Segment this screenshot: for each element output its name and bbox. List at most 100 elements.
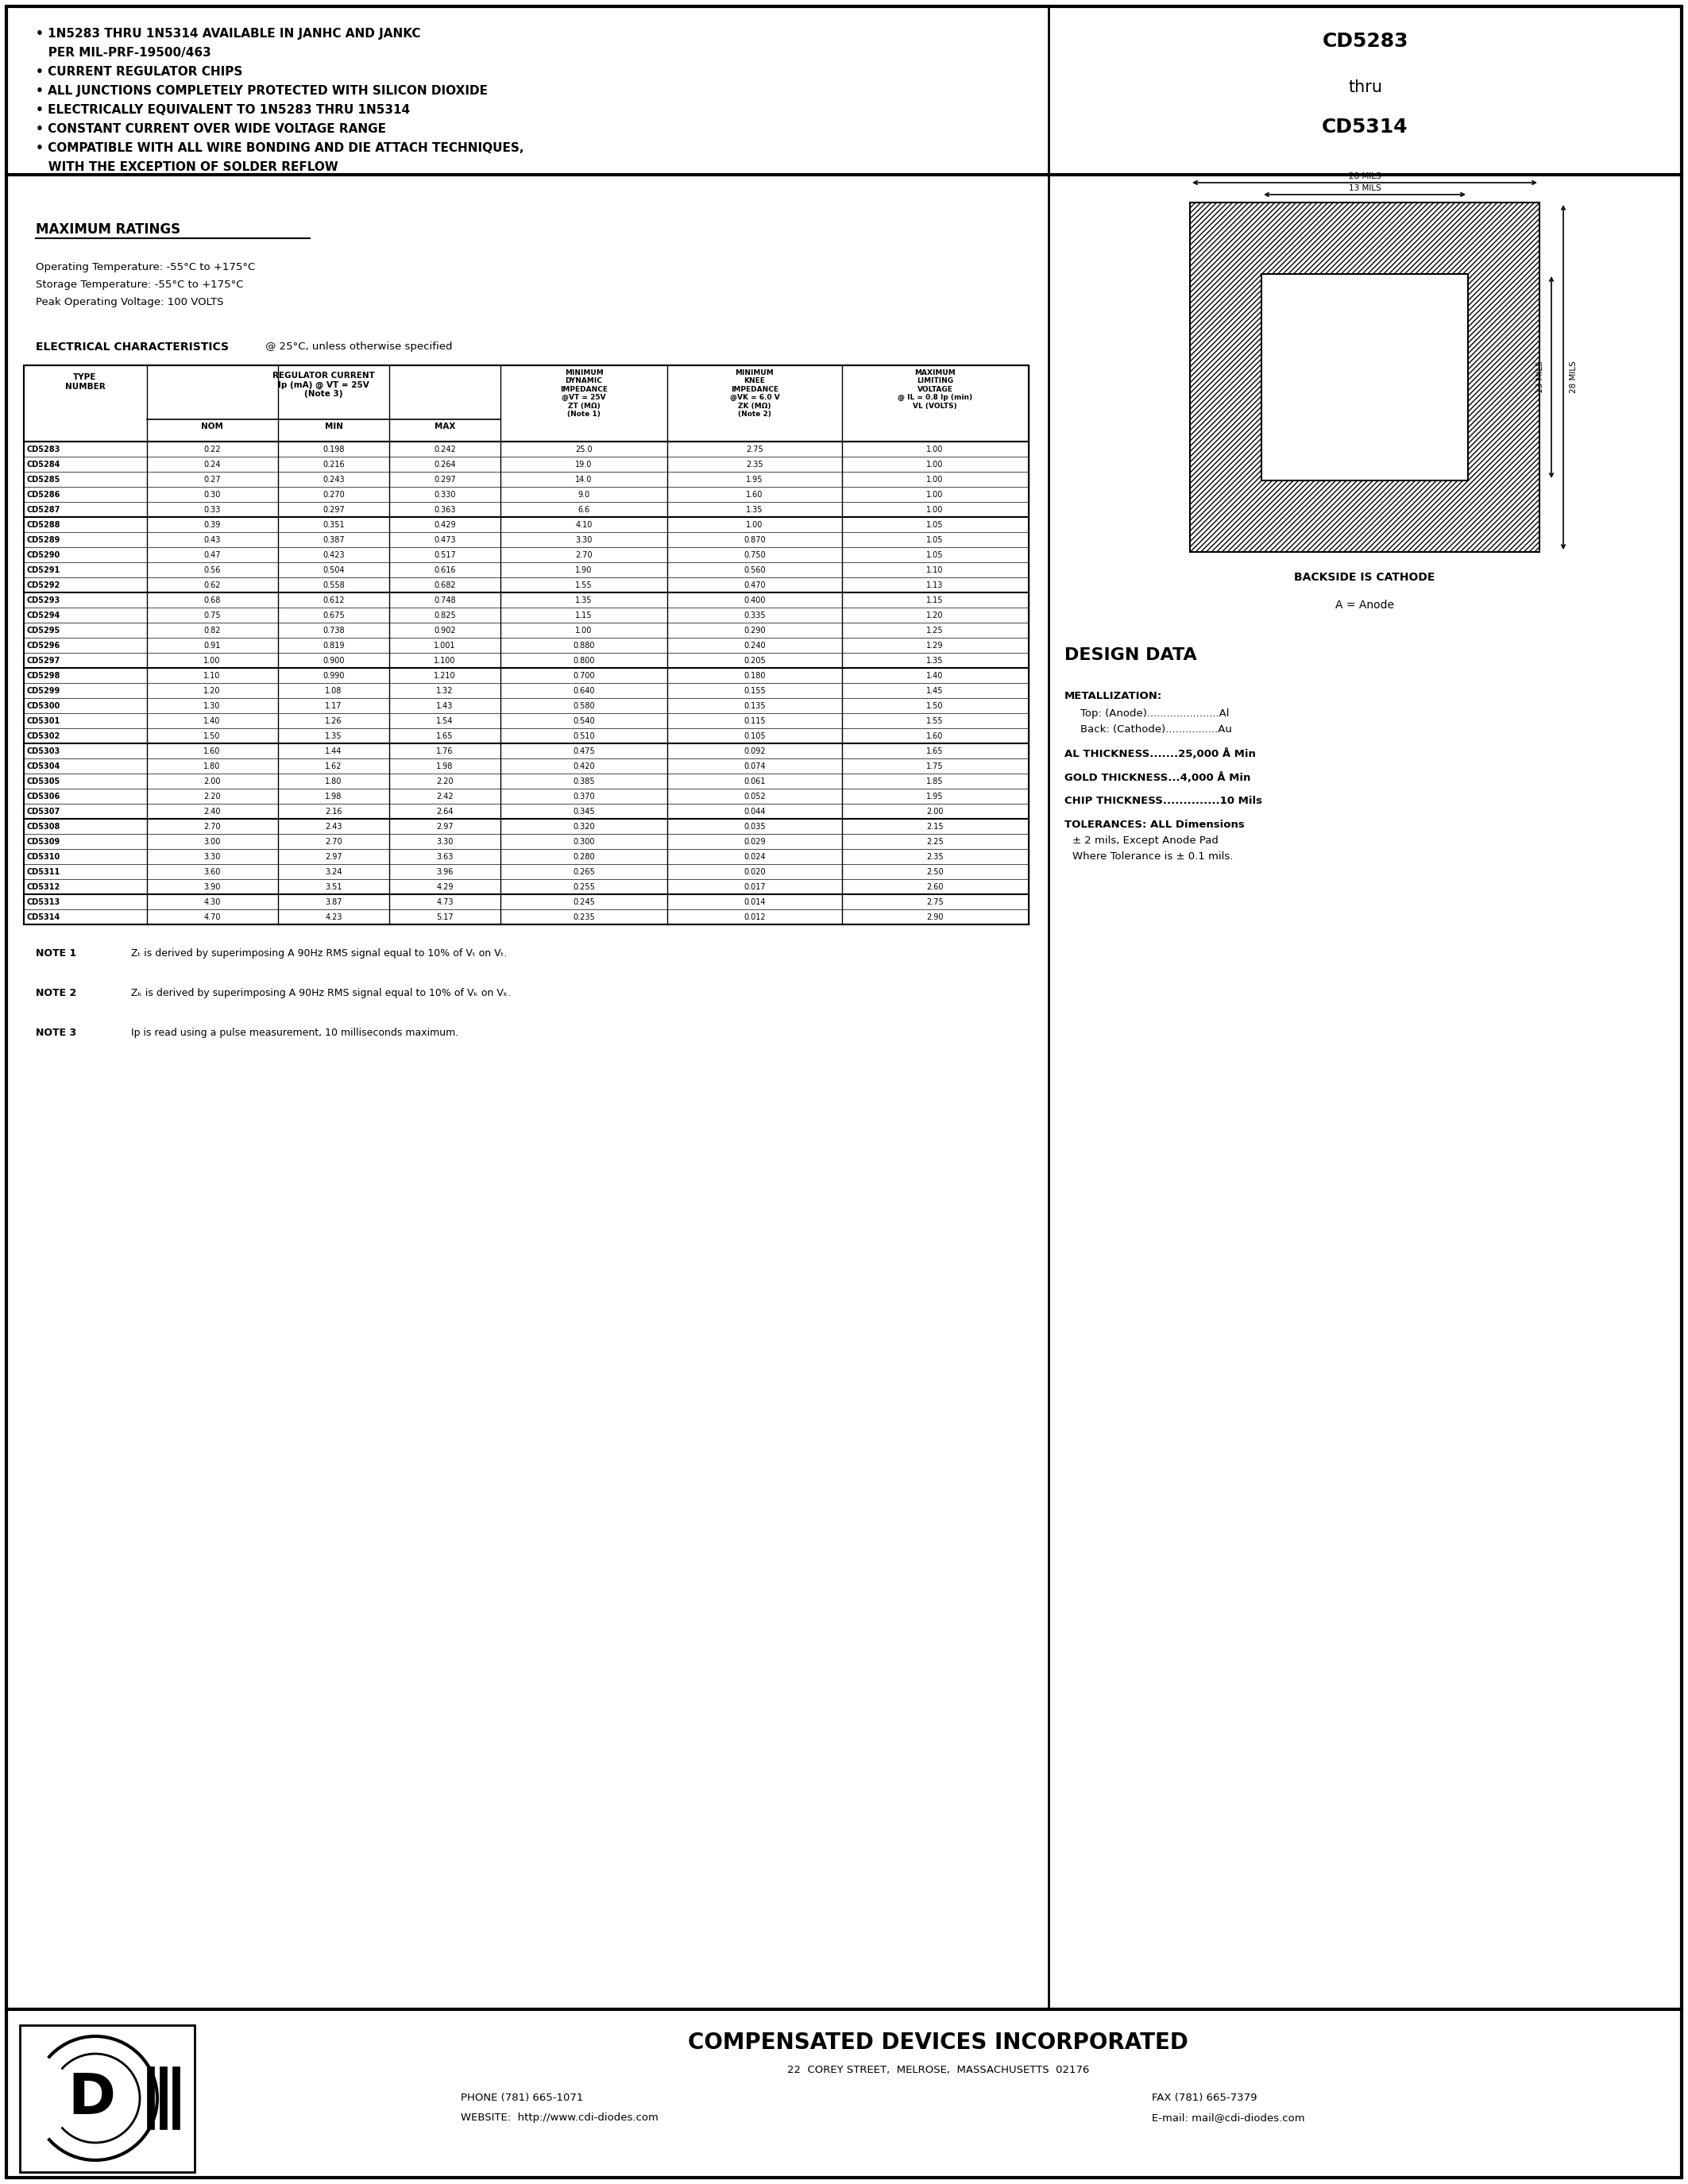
Text: 0.580: 0.580 [572, 701, 594, 710]
Text: 1.62: 1.62 [326, 762, 343, 771]
Text: 1.75: 1.75 [927, 762, 944, 771]
Text: 1.00: 1.00 [204, 657, 221, 664]
Text: 1.26: 1.26 [326, 716, 343, 725]
Text: 0.155: 0.155 [744, 686, 766, 695]
Text: 1.76: 1.76 [436, 747, 454, 756]
Text: CD5301: CD5301 [27, 716, 61, 725]
Text: Back: (Cathode)................Au: Back: (Cathode)................Au [1080, 725, 1232, 734]
Text: CD5283: CD5283 [27, 446, 61, 452]
Text: PHONE (781) 665-1071: PHONE (781) 665-1071 [461, 2092, 584, 2103]
Text: 0.819: 0.819 [322, 642, 344, 649]
Text: CD5296: CD5296 [27, 642, 61, 649]
Text: 4.73: 4.73 [436, 898, 454, 906]
Text: Zₖ is derived by superimposing A 90Hz RMS signal equal to 10% of Vₖ on Vₖ.: Zₖ is derived by superimposing A 90Hz RM… [132, 987, 511, 998]
Text: 1.35: 1.35 [326, 732, 343, 740]
Text: MIN: MIN [324, 422, 343, 430]
Text: 0.280: 0.280 [572, 852, 594, 860]
Text: 2.42: 2.42 [436, 793, 454, 799]
Text: 3.24: 3.24 [326, 867, 343, 876]
Text: 0.400: 0.400 [744, 596, 766, 605]
Text: • ELECTRICALLY EQUIVALENT TO 1N5283 THRU 1N5314: • ELECTRICALLY EQUIVALENT TO 1N5283 THRU… [35, 105, 410, 116]
Text: 2.00: 2.00 [204, 778, 221, 784]
Text: 0.560: 0.560 [744, 566, 766, 574]
Text: 4.29: 4.29 [436, 882, 454, 891]
Text: 3.30: 3.30 [436, 836, 454, 845]
Text: 1.08: 1.08 [326, 686, 343, 695]
Text: CD5308: CD5308 [27, 823, 61, 830]
Text: 2.43: 2.43 [326, 823, 343, 830]
Text: 0.82: 0.82 [204, 627, 221, 633]
Text: 0.68: 0.68 [204, 596, 221, 605]
Text: 3.51: 3.51 [326, 882, 343, 891]
Text: 2.75: 2.75 [746, 446, 763, 452]
Text: 0.198: 0.198 [322, 446, 344, 452]
Text: 0.265: 0.265 [572, 867, 594, 876]
Text: 0.420: 0.420 [572, 762, 594, 771]
Text: • 1N5283 THRU 1N5314 AVAILABLE IN JANHC AND JANKC: • 1N5283 THRU 1N5314 AVAILABLE IN JANHC … [35, 28, 420, 39]
Text: 0.216: 0.216 [322, 461, 344, 467]
Text: 0.22: 0.22 [204, 446, 221, 452]
Text: 2.15: 2.15 [927, 823, 944, 830]
Text: 1.60: 1.60 [927, 732, 944, 740]
Text: 28 MILS: 28 MILS [1570, 360, 1578, 393]
Text: 1.60: 1.60 [204, 747, 221, 756]
Text: 0.035: 0.035 [744, 823, 766, 830]
Text: 0.39: 0.39 [204, 520, 221, 529]
Text: 13 MILS: 13 MILS [1349, 183, 1381, 192]
Text: CD5302: CD5302 [27, 732, 61, 740]
Bar [1261, 273, 1469, 480]
Text: 0.092: 0.092 [744, 747, 766, 756]
Text: 1.65: 1.65 [927, 747, 944, 756]
Text: 0.105: 0.105 [744, 732, 766, 740]
Text: WITH THE EXCEPTION OF SOLDER REFLOW: WITH THE EXCEPTION OF SOLDER REFLOW [35, 162, 338, 173]
Text: E-mail: mail@cdi-diodes.com: E-mail: mail@cdi-diodes.com [1151, 2112, 1305, 2123]
Text: 0.475: 0.475 [572, 747, 594, 756]
Text: 2.60: 2.60 [927, 882, 944, 891]
Text: 3.63: 3.63 [436, 852, 454, 860]
Text: ELECTRICAL CHARACTERISTICS: ELECTRICAL CHARACTERISTICS [35, 341, 230, 352]
Text: NOTE 3: NOTE 3 [35, 1029, 76, 1037]
Text: 1.30: 1.30 [204, 701, 221, 710]
Text: DESIGN DATA: DESIGN DATA [1065, 646, 1197, 664]
Bar [20, 2025, 194, 2173]
Text: NOTE 1: NOTE 1 [35, 948, 76, 959]
Text: 0.297: 0.297 [322, 505, 344, 513]
Text: 1.00: 1.00 [927, 476, 944, 483]
Text: 0.517: 0.517 [434, 550, 456, 559]
Text: 0.24: 0.24 [204, 461, 221, 467]
Text: 0.43: 0.43 [204, 535, 221, 544]
Text: Operating Temperature: -55°C to +175°C: Operating Temperature: -55°C to +175°C [35, 262, 255, 273]
Text: 1.40: 1.40 [927, 670, 944, 679]
Text: 13 MILS: 13 MILS [1536, 360, 1545, 393]
Text: 1.20: 1.20 [204, 686, 221, 695]
Text: 0.47: 0.47 [204, 550, 221, 559]
Text: 2.16: 2.16 [326, 808, 343, 815]
Text: 1.32: 1.32 [436, 686, 454, 695]
Text: • CURRENT REGULATOR CHIPS: • CURRENT REGULATOR CHIPS [35, 66, 243, 79]
Text: 1.98: 1.98 [326, 793, 343, 799]
Text: PER MIL-PRF-19500/463: PER MIL-PRF-19500/463 [35, 46, 211, 59]
Bar [24, 365, 1028, 924]
Text: 2.70: 2.70 [204, 823, 221, 830]
Text: 22  COREY STREET,  MELROSE,  MASSACHUSETTS  02176: 22 COREY STREET, MELROSE, MASSACHUSETTS … [787, 2064, 1089, 2075]
Text: 0.91: 0.91 [204, 642, 221, 649]
Text: 3.96: 3.96 [436, 867, 454, 876]
Text: 0.235: 0.235 [572, 913, 594, 922]
Text: 0.017: 0.017 [744, 882, 766, 891]
Text: 0.264: 0.264 [434, 461, 456, 467]
Text: 0.902: 0.902 [434, 627, 456, 633]
Text: 0.205: 0.205 [744, 657, 766, 664]
Text: 25.0: 25.0 [576, 446, 592, 452]
Text: 2.40: 2.40 [204, 808, 221, 815]
Text: 1.00: 1.00 [927, 491, 944, 498]
Text: BACKSIDE IS CATHODE: BACKSIDE IS CATHODE [1295, 572, 1435, 583]
Text: CD5304: CD5304 [27, 762, 61, 771]
Text: TYPE
NUMBER: TYPE NUMBER [64, 373, 105, 391]
Text: 2.20: 2.20 [436, 778, 454, 784]
Text: 2.64: 2.64 [436, 808, 454, 815]
Text: 1.50: 1.50 [927, 701, 944, 710]
Text: 4.10: 4.10 [576, 520, 592, 529]
Text: CD5305: CD5305 [27, 778, 61, 784]
Text: 0.330: 0.330 [434, 491, 456, 498]
Text: 1.17: 1.17 [326, 701, 343, 710]
